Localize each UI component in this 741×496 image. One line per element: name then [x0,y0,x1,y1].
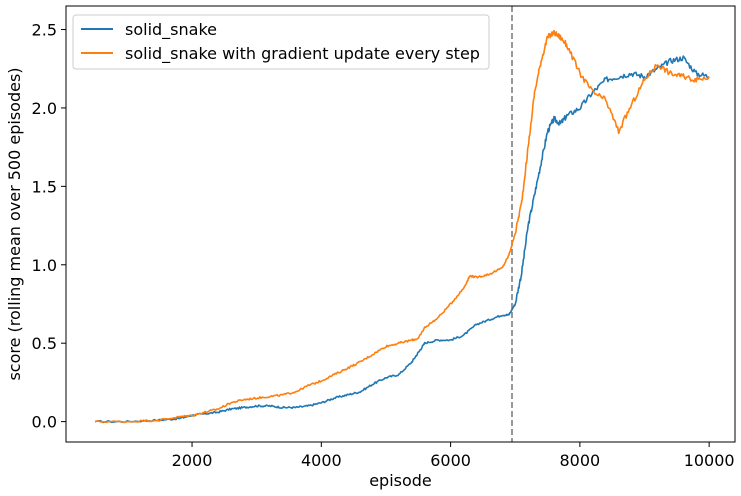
plot-area [94,6,710,442]
y-tick-label: 2.5 [32,21,57,40]
x-tick-label: 2000 [172,451,213,470]
x-tick-label: 4000 [301,451,342,470]
legend-box [72,14,490,70]
legend-label-0: solid_snake [125,20,217,40]
x-tick-label: 6000 [430,451,471,470]
legend: solid_snake solid_snake with gradient upd… [72,14,490,70]
x-axis-ticks: 2000 4000 6000 8000 10000 [172,442,735,470]
y-tick-label: 0.5 [32,334,57,353]
y-tick-label: 0.0 [32,413,57,432]
x-axis-label: episode [369,471,432,490]
y-tick-label: 1.0 [32,256,57,275]
y-tick-label: 1.5 [32,177,57,196]
y-axis-label: score (rolling mean over 500 episodes) [5,67,24,380]
axes-frame [65,5,736,443]
x-tick-label: 10000 [684,451,735,470]
series-layer [94,29,710,424]
y-tick-label: 2.0 [32,99,57,118]
series-line-1 [94,29,710,424]
series-line-0 [94,55,710,424]
y-axis-ticks: 0.0 0.5 1.0 1.5 2.0 2.5 [32,21,66,432]
legend-label-1: solid_snake with gradient update every s… [125,44,480,64]
x-tick-label: 8000 [560,451,601,470]
